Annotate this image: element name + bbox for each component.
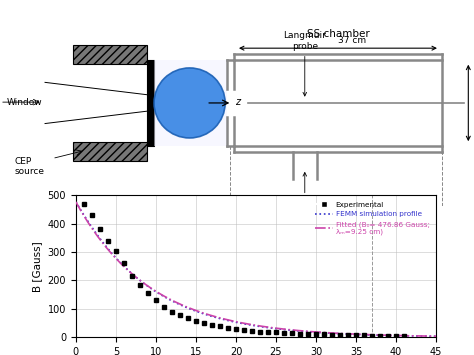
Bar [147,60,154,146]
Text: 37 cm: 37 cm [338,36,366,45]
Text: Window: Window [7,98,43,108]
Text: SS chamber: SS chamber [307,29,369,39]
Bar [73,45,147,64]
Bar [154,60,227,146]
Legend: Experimental, FEMM simulation profile, Fitted (B₀= 476.86 Gauss;
λₘ=9.25 cm): Experimental, FEMM simulation profile, F… [312,199,432,238]
Text: Langmuir
probe: Langmuir probe [283,32,326,96]
Text: Turbo
pumping: Turbo pumping [285,173,325,218]
Bar [73,142,147,160]
Ellipse shape [154,68,225,138]
Text: z: z [235,97,240,107]
Text: CEP
source: CEP source [14,157,44,176]
Y-axis label: B [Gauss]: B [Gauss] [32,241,42,291]
